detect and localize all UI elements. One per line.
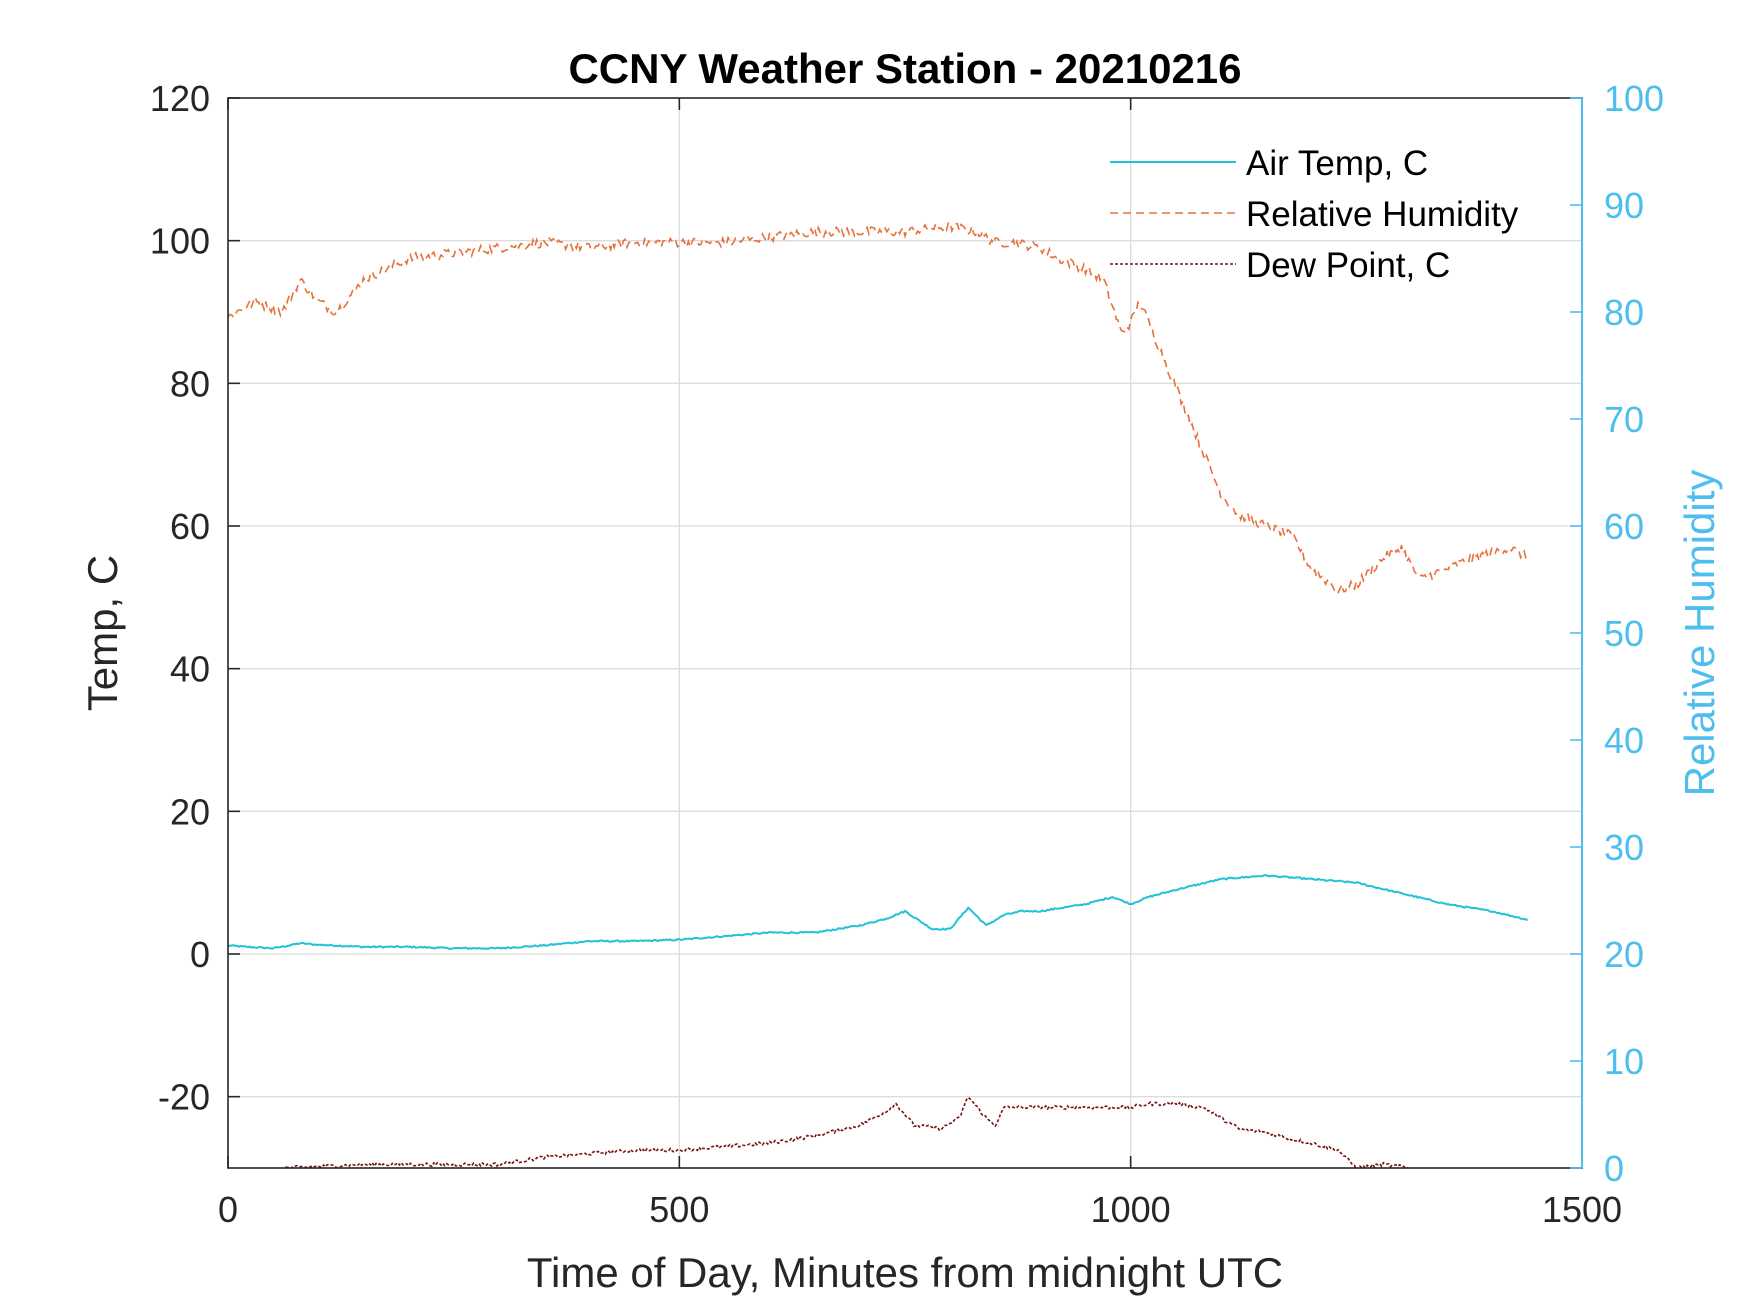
y-right-tick-label: 60	[1604, 506, 1644, 547]
grid-lines	[228, 98, 1582, 1168]
y-left-tick-label: 100	[150, 221, 210, 262]
legend-label-air-temp: Air Temp, C	[1246, 144, 1428, 183]
y-right-tick-label: 50	[1604, 613, 1644, 654]
legend-label-dew-point: Dew Point, C	[1246, 246, 1450, 285]
y-right-tick-label: 90	[1604, 185, 1644, 226]
series-lines	[228, 221, 1529, 1168]
x-tick-label: 1000	[1091, 1189, 1171, 1230]
x-tick-label: 0	[218, 1189, 238, 1230]
legend: Air Temp, C Relative Humidity Dew Point,…	[1110, 144, 1519, 285]
y-right-tick-label: 30	[1604, 827, 1644, 868]
y-left-tick-label: 120	[150, 78, 210, 119]
y-right-tick-label: 40	[1604, 720, 1644, 761]
y-left-tick-label: 40	[170, 649, 210, 690]
x-tick-label: 1500	[1542, 1189, 1622, 1230]
series-line-relative-humidity	[228, 221, 1529, 594]
series-line-air-temp-c	[228, 874, 1528, 950]
y-left-tick-label: 0	[190, 934, 210, 975]
axis-ticks: 0 500 1000 1500 -20 0 20 40 60 80 100 120 0 10 20 30 40 5…	[150, 78, 1664, 1230]
y-right-tick-label: 10	[1604, 1041, 1644, 1082]
x-tick-label: 500	[649, 1189, 709, 1230]
x-axis-label: Time of Day, Minutes from midnight UTC	[527, 1249, 1283, 1296]
y-left-tick-label: 60	[170, 506, 210, 547]
y-right-tick-label: 100	[1604, 78, 1664, 119]
y-left-tick-label: 80	[170, 363, 210, 404]
y-axis-left-label: Temp, C	[79, 555, 126, 711]
y-right-tick-label: 80	[1604, 292, 1644, 333]
y-right-tick-label: 20	[1604, 934, 1644, 975]
y-axis-right-label: Relative Humidity	[1676, 470, 1723, 797]
y-right-tick-label: 0	[1604, 1148, 1624, 1189]
y-right-tick-label: 70	[1604, 399, 1644, 440]
y-left-tick-label: -20	[158, 1077, 210, 1118]
series-line-dew-point-c	[282, 1096, 1411, 1168]
legend-label-relative-humidity: Relative Humidity	[1246, 195, 1519, 234]
chart-title: CCNY Weather Station - 20210216	[568, 45, 1241, 92]
y-left-tick-label: 20	[170, 791, 210, 832]
